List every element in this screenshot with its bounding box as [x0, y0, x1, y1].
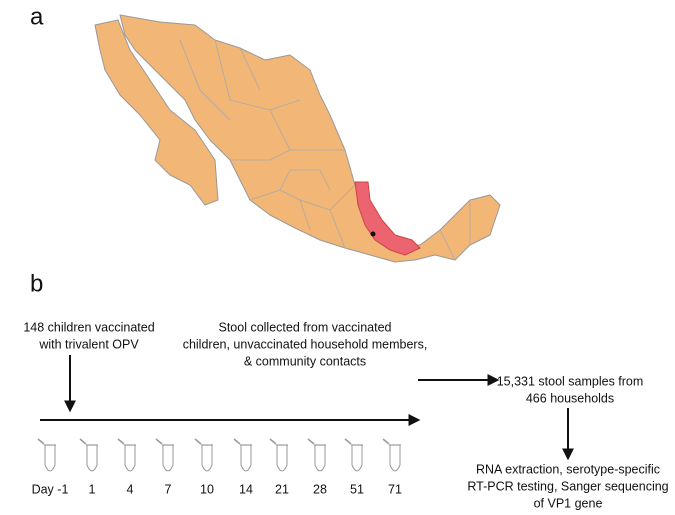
- tube-cap: [117, 438, 125, 445]
- samples-text: 466 households: [526, 391, 614, 405]
- tube-cap: [344, 438, 352, 445]
- map: [94, 14, 501, 263]
- testing-text: RT-PCR testing, Sanger sequencing: [467, 479, 668, 493]
- sample-tube: [79, 438, 98, 472]
- tube-body: [276, 445, 288, 472]
- tube-cap: [233, 438, 241, 445]
- timeline: Day -1 1 4 7 10 14 21 28 51 71: [32, 438, 402, 496]
- baja-peninsula: [94, 19, 219, 206]
- day-label: 10: [200, 482, 214, 496]
- sample-tube: [269, 438, 288, 472]
- tube-cap: [79, 438, 87, 445]
- text-blocks: 148 children vaccinated with trivalent OP…: [23, 320, 668, 510]
- day-label: 4: [127, 482, 134, 496]
- collection-text: children, unvaccinated household members…: [183, 337, 428, 351]
- day-label: 51: [350, 482, 364, 496]
- day-label: 71: [388, 482, 402, 496]
- sample-tube: [194, 438, 213, 472]
- testing-text: of VP1 gene: [534, 496, 603, 510]
- day-label: Day -1: [32, 482, 69, 496]
- tube-body: [240, 445, 252, 472]
- state-borders: [179, 39, 471, 261]
- study-site: [370, 231, 376, 237]
- tube-cap: [194, 438, 202, 445]
- panel-label: b: [30, 270, 43, 297]
- panel-label: a: [30, 3, 44, 30]
- tube-body: [389, 445, 401, 472]
- sample-tube: [382, 438, 401, 472]
- day-label: 21: [275, 482, 289, 496]
- tube-body: [86, 445, 98, 472]
- tube-body: [44, 445, 56, 472]
- tube-body: [124, 445, 136, 472]
- sample-tube: [344, 438, 363, 472]
- tube-cap: [155, 438, 163, 445]
- day-label: 7: [165, 482, 172, 496]
- tube-body: [162, 445, 174, 472]
- sample-tube: [233, 438, 252, 472]
- tube-cap: [382, 438, 390, 445]
- tube-cap: [269, 438, 277, 445]
- veracruz: [354, 181, 421, 256]
- vaccination-text: with trivalent OPV: [38, 337, 139, 351]
- tube-body: [314, 445, 326, 472]
- samples-text: 15,331 stool samples from: [497, 374, 644, 388]
- tube-cap: [307, 438, 315, 445]
- testing-text: RNA extraction, serotype-specific: [476, 462, 660, 476]
- day-label: 28: [313, 482, 327, 496]
- sample-tube: [117, 438, 136, 472]
- collection-text: & community contacts: [244, 354, 366, 368]
- mainland: [119, 14, 501, 263]
- day-label: 1: [89, 482, 96, 496]
- sample-tube: [37, 438, 56, 472]
- tube-cap: [37, 438, 45, 445]
- tube-body: [201, 445, 213, 472]
- sample-tube: [155, 438, 174, 472]
- sample-tube: [307, 438, 326, 472]
- tube-body: [351, 445, 363, 472]
- collection-text: Stool collected from vaccinated: [218, 320, 391, 334]
- vaccination-text: 148 children vaccinated: [23, 320, 154, 334]
- day-label: 14: [239, 482, 253, 496]
